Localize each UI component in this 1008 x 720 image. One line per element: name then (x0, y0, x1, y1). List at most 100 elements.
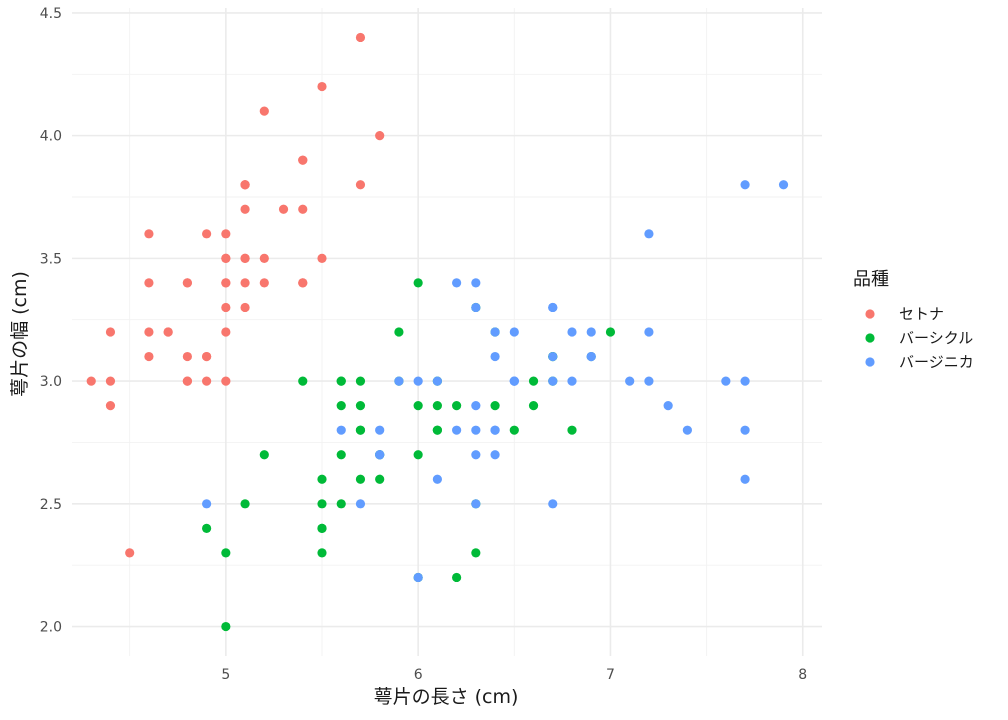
x-axis-ticks: 5 6 7 8 (221, 667, 807, 683)
data-point (278, 204, 289, 214)
data-point (355, 499, 366, 509)
data-point (298, 376, 308, 386)
data-point (317, 253, 327, 263)
data-point (221, 302, 231, 313)
data-point (163, 327, 173, 337)
legend-label: セトナ (899, 305, 944, 323)
data-point (490, 351, 500, 362)
data-point (240, 302, 250, 313)
y-tick-label: 4.5 (40, 6, 62, 22)
data-point (221, 621, 231, 632)
data-point (221, 327, 231, 337)
data-point (355, 474, 366, 484)
legend-key (865, 309, 875, 319)
data-point (548, 302, 558, 313)
data-point (105, 401, 116, 411)
y-axis-title: 萼片の幅 (cm) (9, 271, 31, 397)
data-point (394, 376, 404, 386)
data-point (259, 253, 269, 263)
data-point (355, 180, 366, 190)
data-point (548, 376, 558, 386)
data-point (202, 229, 212, 239)
data-point (240, 180, 250, 190)
data-point (182, 351, 192, 362)
data-point (471, 401, 481, 411)
data-point (336, 450, 346, 460)
data-point (740, 376, 750, 386)
data-point (413, 450, 423, 460)
data-point (413, 376, 423, 386)
data-point (740, 180, 750, 190)
data-point (432, 376, 442, 386)
data-point (471, 548, 481, 558)
data-point (298, 278, 308, 288)
data-point (144, 278, 154, 288)
y-tick-label: 3.0 (40, 374, 62, 390)
y-tick-label: 3.5 (40, 251, 62, 267)
data-point (375, 474, 385, 484)
data-point (721, 376, 731, 386)
y-tick-label: 2.0 (40, 620, 62, 636)
data-point (144, 351, 154, 362)
data-point (471, 499, 481, 509)
data-point (471, 278, 481, 288)
data-point (567, 376, 577, 386)
data-point (452, 572, 462, 583)
data-point (336, 425, 346, 435)
data-point (240, 204, 250, 214)
data-point (432, 425, 442, 435)
data-point (375, 131, 385, 141)
data-point (221, 253, 231, 263)
data-point (644, 327, 654, 337)
data-point (202, 499, 212, 509)
data-point (682, 425, 692, 435)
data-point (221, 548, 231, 558)
data-point (509, 376, 519, 386)
data-point (778, 180, 789, 190)
data-point (432, 474, 442, 484)
y-tick-label: 2.5 (40, 497, 62, 513)
data-point (221, 229, 231, 239)
data-point (202, 523, 212, 533)
legend-key (865, 357, 875, 367)
data-point (644, 229, 654, 239)
data-point (317, 523, 327, 533)
data-point (471, 425, 481, 435)
x-tick-label: 8 (798, 667, 807, 683)
data-point (317, 474, 327, 484)
legend-label: バーシクル (899, 329, 973, 347)
data-point (413, 278, 423, 288)
data-point (644, 376, 654, 386)
data-point (471, 302, 481, 313)
data-point (452, 401, 462, 411)
data-point (394, 327, 404, 337)
data-point (740, 474, 750, 484)
data-point (432, 401, 442, 411)
data-point (490, 327, 500, 337)
data-point (105, 376, 116, 386)
data-point (298, 155, 308, 165)
data-point (355, 401, 366, 411)
data-point (336, 499, 346, 509)
data-point (202, 351, 212, 362)
data-point (586, 327, 596, 337)
data-point (125, 548, 135, 558)
data-point (259, 106, 269, 116)
data-point (259, 278, 269, 288)
data-point (471, 450, 481, 460)
x-tick-label: 7 (606, 667, 615, 683)
data-point (663, 401, 673, 411)
data-points (86, 32, 789, 632)
data-point (509, 425, 519, 435)
data-point (202, 376, 212, 386)
data-point (625, 376, 635, 386)
data-point (586, 351, 596, 362)
data-point (490, 425, 500, 435)
data-point (548, 351, 558, 362)
data-point (740, 425, 750, 435)
x-tick-label: 6 (414, 667, 423, 683)
legend-key (865, 333, 875, 343)
data-point (221, 278, 231, 288)
data-point (567, 425, 577, 435)
